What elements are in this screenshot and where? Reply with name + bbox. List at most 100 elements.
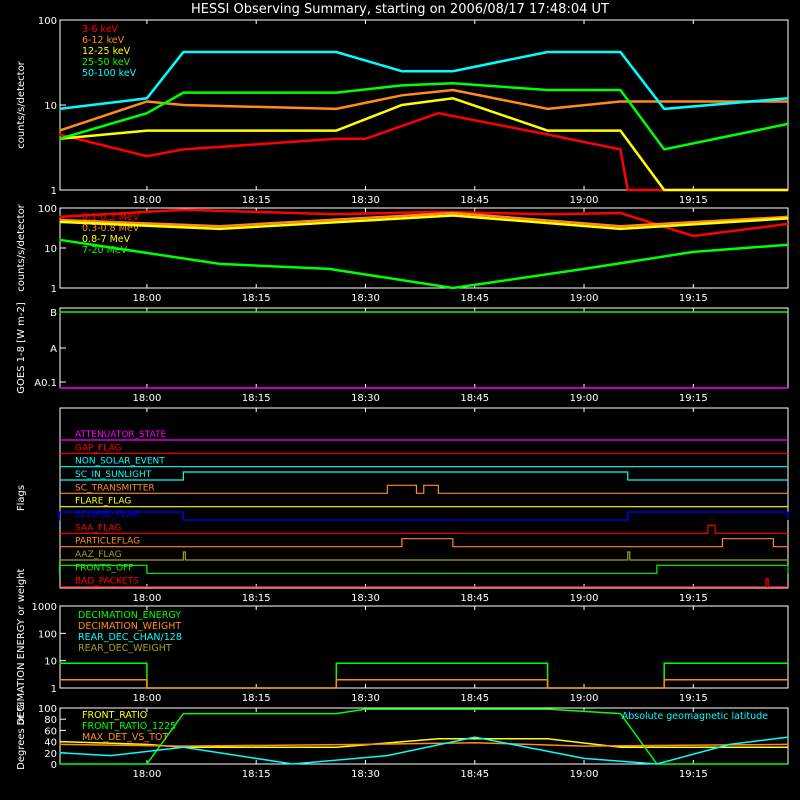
time-tick-label: 18:45: [460, 195, 489, 206]
time-tick-label: 18:45: [460, 293, 489, 304]
panel-count-rates-low: 18:00 18:15 18:30 18:45 19:00 19:15 1 10 100 coun…: [16, 16, 789, 206]
flag-label: SC_TRANSMITTER: [75, 483, 155, 493]
y-tick-label: 1000: [32, 602, 57, 613]
time-tick-label: 18:45: [460, 769, 489, 780]
time-tick-label: 18:00: [133, 593, 162, 604]
time-tick-label: 19:15: [679, 769, 708, 780]
series-line: [59, 50, 789, 111]
flag-line: [58, 564, 789, 574]
legend-entry: 50-100 keV: [82, 68, 137, 79]
legend-entry: REAR_DEC_WEIGHT: [78, 643, 172, 654]
time-tick-label: 18:45: [460, 393, 489, 404]
series-line: [59, 662, 788, 689]
legend-entry: FRONT_RATIO_1225: [82, 721, 176, 732]
time-tick-label: 18:00: [133, 769, 162, 780]
legend-entry: FRONT_RATIO: [82, 710, 147, 721]
y-axis-label: counts/s/detector: [16, 203, 27, 291]
time-tick-label: 19:15: [679, 195, 708, 206]
y-axis-label: counts/s/detector: [16, 60, 27, 148]
y-tick-label: A: [50, 344, 57, 355]
flag-line: [60, 471, 788, 481]
time-tick-label: 19:15: [679, 593, 708, 604]
time-tick-label: 18:30: [351, 393, 380, 404]
time-tick-label: 19:15: [679, 693, 708, 704]
y-tick-label: 100: [38, 204, 57, 215]
legend-entry: 0.8-7 MeV: [82, 234, 131, 245]
legend-entry: DECIMATION_WEIGHT: [78, 621, 181, 632]
time-tick-label: 19:00: [570, 293, 599, 304]
legend-entry: 3-6 keV: [82, 24, 119, 35]
legend-entry: 0.1-0.3 MeV: [82, 212, 140, 223]
flag-label: SAA_FLAG: [75, 523, 121, 533]
series-line: [59, 208, 789, 238]
time-tick-label: 18:00: [133, 393, 162, 404]
time-tick-label: 19:00: [570, 195, 599, 206]
y-tick-label: 40: [44, 738, 57, 749]
time-tick-label: 18:30: [351, 693, 380, 704]
chart-annotation: Absolute geomagnetic latitude: [622, 711, 768, 722]
series-line: [59, 708, 788, 765]
y-tick-label: 10: [44, 657, 57, 668]
time-tick-label: 18:30: [351, 293, 380, 304]
flag-line: [60, 524, 788, 534]
series-line: [59, 82, 789, 151]
y-axis-label: GOES 1-8 [W m-2]: [16, 302, 27, 394]
time-tick-label: 18:30: [351, 769, 380, 780]
y-tick-label: 60: [44, 726, 57, 737]
series-line: [59, 238, 789, 290]
y-tick-label: 1: [51, 186, 57, 197]
series-line: [59, 97, 788, 192]
time-tick-label: 18:30: [351, 195, 380, 206]
legend-entry: 0.3-0.8 MeV: [82, 223, 140, 234]
time-tick-label: 19:00: [570, 693, 599, 704]
time-tick-label: 18:45: [460, 693, 489, 704]
time-tick-label: 18:00: [133, 693, 162, 704]
y-tick-label: 10: [44, 244, 57, 255]
panel-frame: [59, 605, 789, 689]
time-tick-label: 18:15: [242, 769, 271, 780]
panel-ratios: 18:00 18:15 18:30 18:45 19:00 19:15 0204060801…: [16, 702, 789, 780]
flag-label: NON_SOLAR_EVENT: [75, 457, 165, 467]
flag-label: BAD_PACKETS: [75, 577, 139, 587]
flag-line: [60, 551, 788, 561]
y-tick-label: B: [50, 308, 57, 319]
time-tick-label: 19:15: [679, 293, 708, 304]
y-axis-label: Degrees or %: [16, 702, 27, 770]
flag-label: ECLIPSE_FLAG: [75, 510, 139, 520]
series-line: [59, 214, 789, 231]
legend-entry: 7-20 MeV: [82, 245, 128, 256]
figure-title: HESSI Observing Summary, starting on 200…: [191, 2, 609, 17]
y-tick-label: 1: [51, 284, 57, 295]
panels-group: 18:00 18:15 18:30 18:45 19:00 19:15110100coun…: [16, 16, 789, 780]
series-line: [59, 211, 789, 228]
flag-label: SC_IN_SUNLIGHT: [75, 470, 152, 480]
series-line: [59, 741, 789, 747]
panel-decimation: 18:00 18:15 18:30 18:45 19:00 19:15 1 10 100 1000…: [16, 568, 789, 725]
panel-frame: [59, 707, 789, 765]
y-tick-label: 20: [44, 749, 57, 760]
time-tick-label: 19:00: [570, 593, 599, 604]
flag-line: [60, 538, 788, 548]
time-tick-label: 19:00: [570, 769, 599, 780]
time-tick-label: 18:30: [351, 593, 380, 604]
flag-label: GAP_FLAG: [75, 443, 121, 453]
time-tick-label: 18:15: [242, 393, 271, 404]
flag-label: FLARE_FLAG: [75, 497, 131, 507]
time-tick-label: 18:45: [460, 593, 489, 604]
y-axis-label: DECIMATION ENERGY or weight: [16, 568, 27, 725]
y-tick-label: 100: [38, 16, 57, 27]
y-axis-label: Flags: [16, 485, 27, 511]
flag-label: PARTICLEFLAG: [75, 537, 140, 547]
series-line: [59, 111, 788, 192]
legend-entry: 25-50 keV: [82, 57, 131, 68]
panel-goes: 18:00 18:15 18:30 18:45 19:00 19:15 A0.1 A B GOES…: [16, 302, 789, 404]
y-tick-label: 0: [51, 760, 57, 771]
y-tick-label: 100: [38, 704, 57, 715]
flag-line: [60, 578, 788, 588]
legend-entry: DECIMATION_ENERGY: [78, 610, 181, 621]
legend-entry: 6-12 keV: [82, 35, 125, 46]
series-line: [59, 736, 789, 765]
series-line: [59, 679, 788, 689]
time-tick-label: 18:00: [133, 195, 162, 206]
